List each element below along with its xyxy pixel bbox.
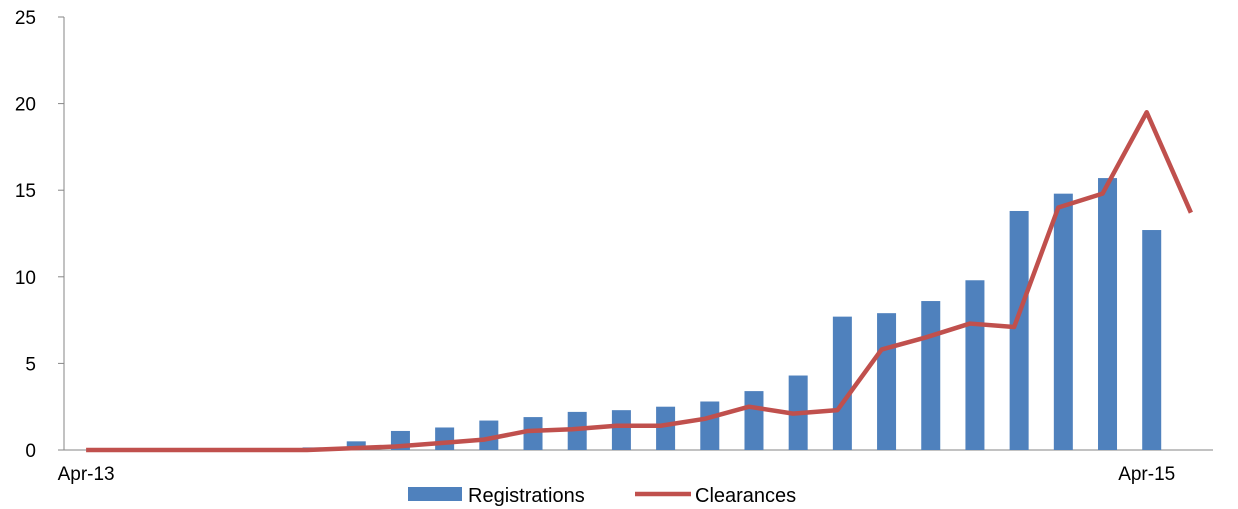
y-tick-label: 5 (25, 354, 36, 375)
y-tick-label: 25 (15, 8, 36, 29)
y-tick-label: 15 (15, 181, 36, 202)
registrations-bar (1009, 210, 1029, 450)
legend-label-clearances: Clearances (695, 485, 796, 507)
registrations-bar (523, 417, 543, 450)
registrations-bar (921, 301, 941, 450)
registrations-bar (346, 441, 366, 450)
registrations-bar (877, 313, 897, 450)
clearances-line (86, 110, 1193, 453)
y-axis: 0 5 10 15 20 25 (15, 8, 65, 462)
registrations-bar (965, 280, 985, 450)
x-tick-label: Apr-15 (1118, 464, 1175, 485)
registrations-bar (479, 420, 499, 450)
legend-swatch-registrations (408, 487, 462, 501)
y-tick-label: 10 (15, 268, 36, 289)
registrations-bar (435, 427, 455, 450)
registrations-bar (1142, 230, 1162, 450)
registrations-bar (611, 410, 631, 450)
registrations-bar (700, 401, 720, 450)
registrations-bars (302, 178, 1162, 451)
registrations-bar (1053, 193, 1073, 450)
registrations-bar (656, 406, 676, 450)
registrations-bar (744, 391, 764, 450)
legend-label-registrations: Registrations (468, 485, 585, 507)
clearances-line-series (86, 110, 1193, 453)
registrations-bar (1098, 178, 1118, 451)
x-tick-label: Apr-13 (58, 464, 115, 485)
x-axis: Apr-13 Apr-15 (58, 449, 1213, 485)
legend: Registrations Clearances (408, 485, 796, 507)
y-tick-label: 0 (25, 441, 36, 462)
y-tick-label: 20 (15, 95, 36, 116)
registrations-bar (832, 316, 852, 450)
